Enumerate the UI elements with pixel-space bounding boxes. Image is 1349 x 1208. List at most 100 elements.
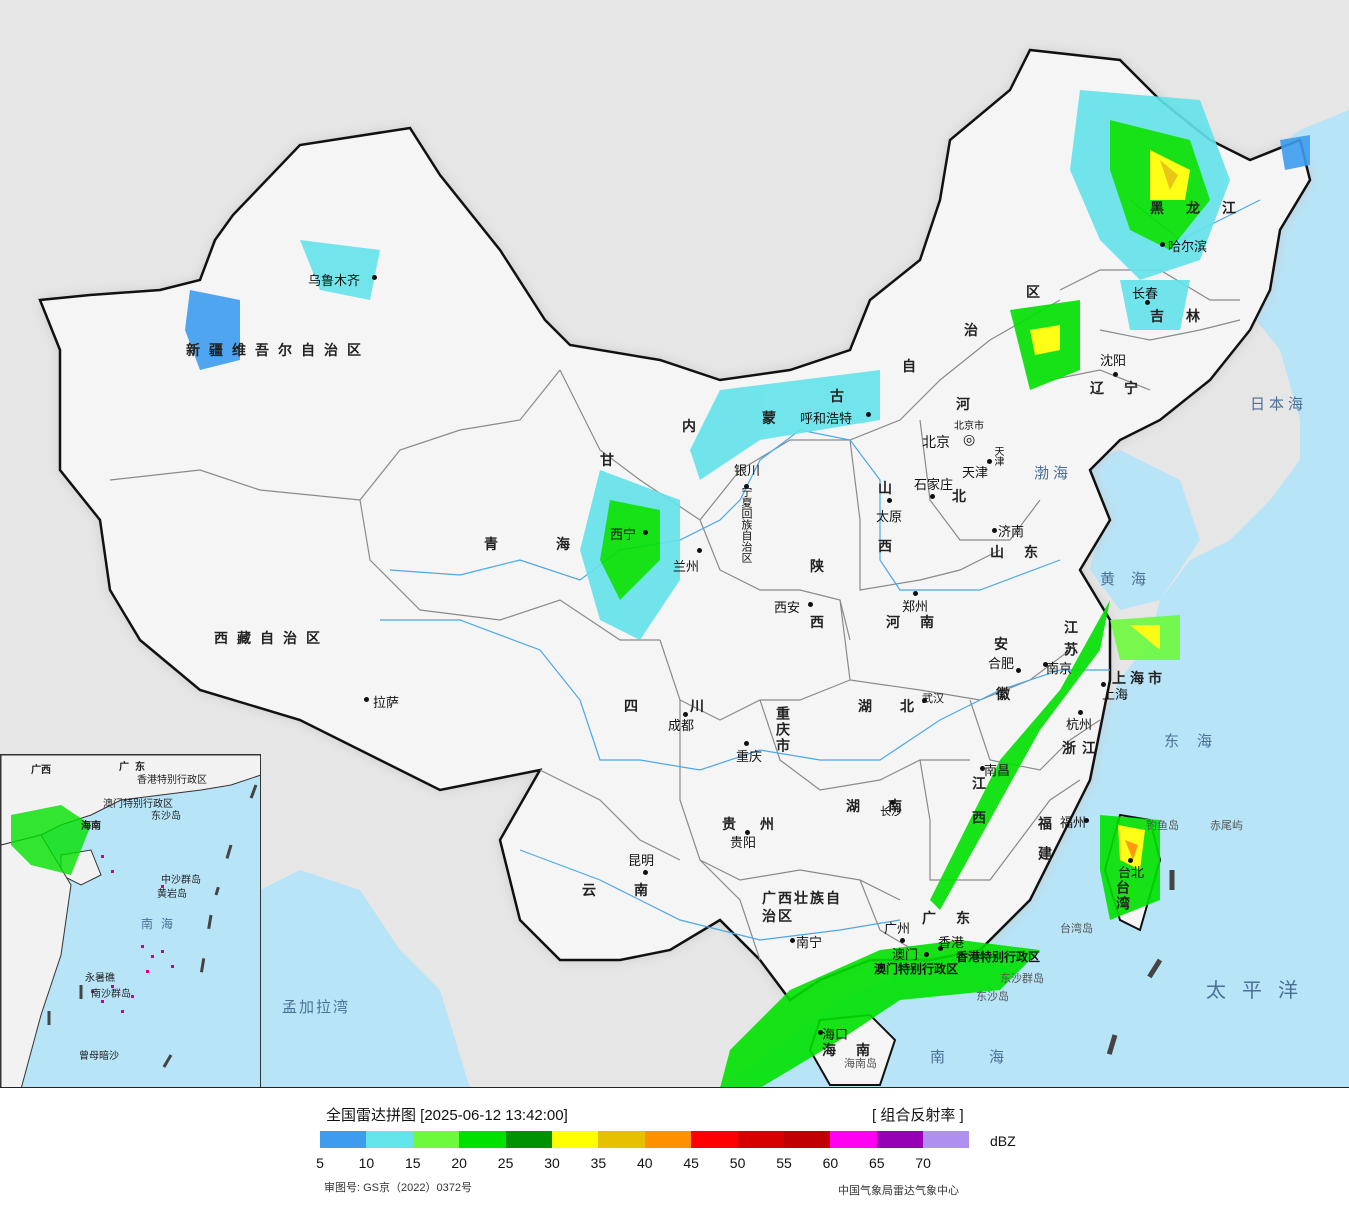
sea-label-japan: 日本海	[1250, 395, 1308, 413]
city-marker	[866, 412, 871, 417]
inset-sea-label: 南海	[141, 917, 182, 931]
city-label-tianjin: 天津	[962, 466, 989, 481]
legend-swatch	[412, 1131, 460, 1148]
region-label-shan: 山	[878, 481, 901, 497]
city-label-shenyang: 沈阳	[1100, 354, 1127, 369]
legend-title: 全国雷达拼图 [2025-06-12 13:42:00]	[326, 1107, 568, 1124]
inset-label-zengmu: 曾母暗沙	[79, 1051, 119, 1062]
legend-tick-label: 50	[729, 1155, 746, 1171]
sea-label-yellow: 黄海	[1100, 570, 1163, 588]
city-marker	[643, 870, 648, 875]
legend-swatch	[598, 1131, 645, 1148]
region-label-he: 河	[956, 397, 979, 413]
legend-swatch	[459, 1131, 506, 1148]
city-marker	[930, 494, 935, 499]
region-label-hainan: 海南	[822, 1043, 890, 1059]
region-label-jiangsu: 江苏	[1062, 620, 1078, 664]
legend-tick-label: 60	[822, 1155, 839, 1171]
inset-label-nansha: 南沙群岛	[91, 989, 131, 1000]
region-label-xinjiang: 新疆维吾尔自治区	[186, 343, 370, 359]
city-label-shijiazhuang: 石家庄	[914, 478, 954, 493]
city-marker	[643, 530, 648, 535]
region-label-qinghai: 青海	[484, 537, 628, 553]
city-label-hefei: 合肥	[988, 657, 1015, 672]
city-marker	[938, 946, 943, 951]
city-marker	[1160, 242, 1165, 247]
legend-tick-label: 40	[637, 1155, 653, 1171]
city-marker	[992, 528, 997, 533]
region-label-shanghai-shi: 上海市	[1112, 671, 1166, 687]
city-marker	[745, 830, 750, 835]
agency-credit: 中国气象局雷达气象中心	[838, 1185, 959, 1197]
city-marker	[697, 548, 702, 553]
inset-label-huangyan: 黄岩岛	[157, 889, 187, 900]
city-label-urumqi: 乌鲁木齐	[308, 274, 361, 289]
city-label-xian: 西安	[774, 601, 801, 616]
review-number: 审图号: GS京（2022）0372号	[324, 1182, 472, 1194]
region-label-gu: 古	[830, 389, 853, 405]
region-label-liaoning: 辽宁	[1090, 381, 1158, 397]
region-label-chongqing: 重庆市	[774, 706, 790, 754]
legend-swatch	[366, 1131, 413, 1148]
island-label-hainan: 海南岛	[844, 1057, 877, 1070]
region-label-guangxi: 广西壮族自治区	[762, 891, 842, 925]
map-canvas	[0, 0, 1349, 1087]
region-label-meng: 蒙	[762, 411, 785, 427]
region-label-beijing: 北京	[922, 435, 950, 451]
region-label-xizang: 西藏自治区	[214, 631, 329, 647]
region-label-taiwan: 台湾	[1114, 880, 1130, 912]
legend-tick-label: 65	[869, 1155, 885, 1171]
city-label-hangzhou: 杭州	[1066, 718, 1093, 733]
capital-marker: ◎	[963, 432, 976, 448]
legend-swatch	[783, 1131, 831, 1148]
city-label-guangzhou: 广州	[884, 922, 911, 937]
city-label-lanzhou: 兰州	[673, 560, 700, 575]
legend-unit: dBZ	[990, 1133, 1016, 1149]
legend-tick-label: 15	[405, 1155, 421, 1171]
city-marker	[922, 698, 927, 703]
city-label-kunming: 昆明	[628, 854, 655, 869]
city-label-nanjing: 南京	[1046, 662, 1073, 677]
legend-tick-label: 10	[358, 1155, 375, 1171]
sea-label-east: 东海	[1164, 732, 1231, 750]
city-marker	[790, 938, 795, 943]
city-marker	[1113, 372, 1118, 377]
city-marker	[1078, 710, 1083, 715]
sea-label-bohai: 渤海	[1034, 464, 1073, 482]
region-label-gan: 甘	[600, 453, 623, 469]
inset-label-dongsha: 东沙岛	[151, 811, 181, 822]
region-label-hunan: 湖南	[846, 799, 930, 815]
legend-tick-label: 55	[776, 1155, 792, 1171]
city-label-chongqing: 重庆	[736, 750, 763, 765]
region-label-shandong: 山东	[990, 545, 1058, 561]
region-label-ningxia: 宁夏回族自治区	[740, 486, 753, 563]
region-label-heilongjiang: 黑龙江	[1150, 201, 1258, 217]
region-label-shaanxi: 西	[810, 615, 833, 631]
city-marker	[1101, 682, 1106, 687]
city-label-macau: 澳门	[892, 948, 919, 963]
city-label-hohhot: 呼和浩特	[800, 412, 853, 427]
sea-bengal	[240, 870, 470, 1087]
island-label-dongsha-qundao: 东沙群岛	[1000, 972, 1044, 985]
legend-tick-label: 45	[683, 1155, 699, 1171]
city-label-changchun: 长春	[1132, 287, 1159, 302]
region-label-hongkong: 香港特别行政区	[956, 950, 1041, 964]
city-marker	[1016, 668, 1021, 673]
city-label-taiyuan: 太原	[876, 510, 903, 525]
legend-swatch	[320, 1131, 367, 1148]
inset-label-guangdong: 广东	[119, 762, 151, 773]
city-marker	[808, 602, 813, 607]
city-label-zhengzhou: 郑州	[902, 600, 929, 615]
city-marker	[913, 591, 918, 596]
city-marker	[890, 800, 895, 805]
city-label-nanchang: 南昌	[984, 764, 1011, 779]
maritime-boundary	[1097, 870, 1175, 1086]
city-label-beijing-shi: 北京市	[954, 421, 984, 432]
legend-swatch	[644, 1131, 692, 1148]
region-label-hubei: 湖北	[858, 699, 942, 715]
city-label-wuhan: 武汉	[922, 692, 944, 705]
legend-swatch	[830, 1131, 877, 1148]
city-label-fuzhou: 福州	[1060, 816, 1087, 831]
region-label-hui: 徽	[996, 687, 1019, 703]
island-label-taiwan: 台湾岛	[1060, 922, 1093, 935]
